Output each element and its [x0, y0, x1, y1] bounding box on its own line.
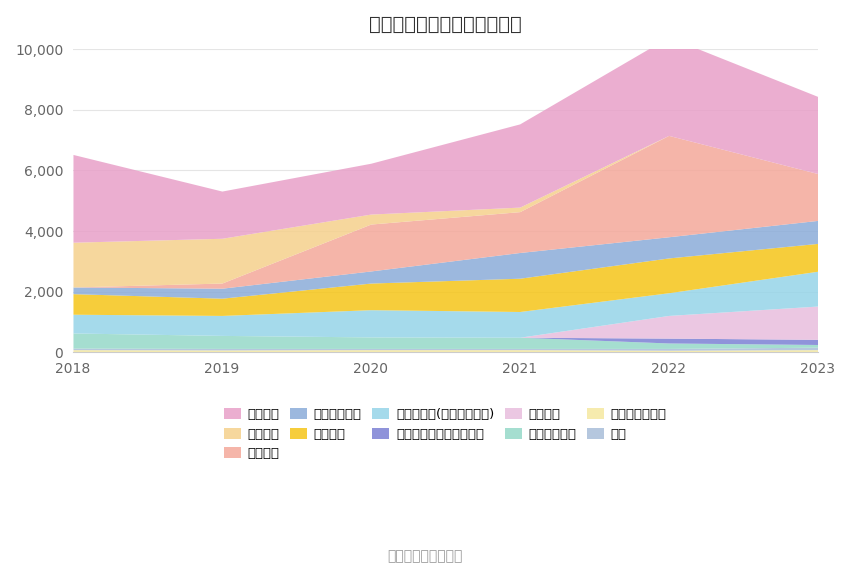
Legend: 应付账款, 预收款项, 合同负债, 应付职工薪酬, 应交税费, 其他应付款(含利息和股利), 一年内到期的非流动负债, 租赁负债, 长期递延收益, 递延所得税负: 应付账款, 预收款项, 合同负债, 应付职工薪酬, 应交税费, 其他应付款(含利… [219, 404, 671, 464]
Title: 历年主要负债堆积图（万元）: 历年主要负债堆积图（万元） [369, 15, 522, 34]
Text: 数据来源：恒生聚源: 数据来源：恒生聚源 [388, 550, 462, 564]
